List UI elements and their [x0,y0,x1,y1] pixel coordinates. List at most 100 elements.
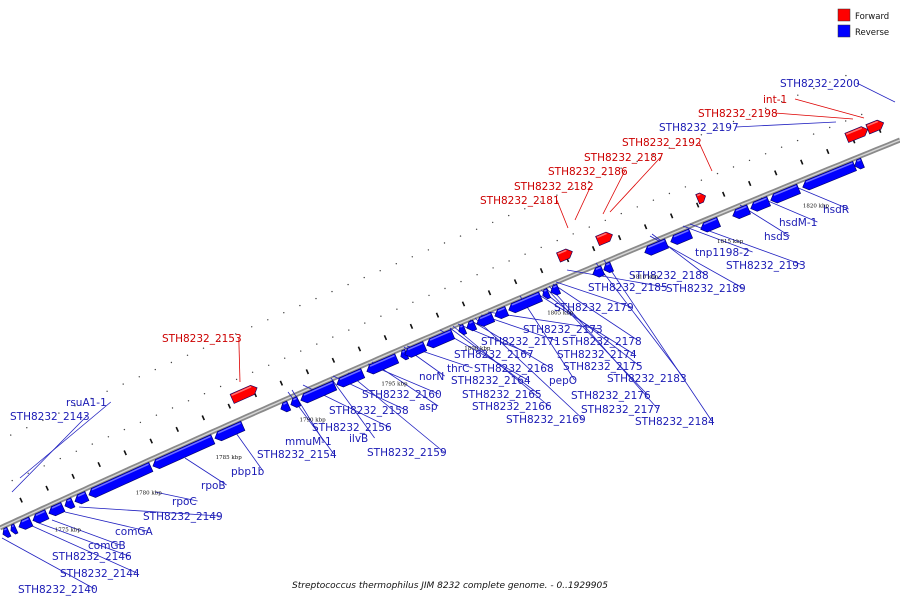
reverse-gene-32[interactable] [749,196,771,214]
reverse-gene-15[interactable] [365,353,400,376]
forward-gene-2[interactable] [556,247,574,263]
reverse-gene-13[interactable] [299,380,338,405]
reverse-gene-23[interactable] [507,291,544,315]
label-sth8232-2174[interactable]: STH8232_2174 [557,349,637,361]
label-sth8232-2193[interactable]: STH8232_2193 [726,260,806,272]
label-pepo[interactable]: pepO [549,375,577,387]
reverse-gene-11[interactable] [279,400,292,414]
guide-dot [460,280,462,283]
label-sth8232-2183[interactable]: STH8232_2183 [607,373,687,385]
label-int-1[interactable]: int-1 [763,94,787,106]
reverse-gene-5[interactable] [47,501,66,517]
label-rsua1-1[interactable]: rsuA1-1 [66,397,107,409]
label-ilvb[interactable]: ilvB [349,433,368,445]
label-sth8232-2176[interactable]: STH8232_2176 [571,390,651,402]
reverse-gene-6[interactable] [63,497,76,511]
label-sth8232-2146[interactable]: STH8232_2146 [52,551,132,563]
reverse-gene-9[interactable] [151,434,216,471]
reverse-gene-2[interactable] [9,523,19,535]
label-comga[interactable]: comGA [115,526,154,538]
label-sth8232-2165[interactable]: STH8232_2165 [462,389,542,401]
label-sth8232-2171[interactable]: STH8232_2171 [481,336,561,348]
label-norn[interactable]: norN [419,371,444,383]
label-sth8232-2168[interactable]: STH8232_2168 [474,363,554,375]
label-sth8232-2156[interactable]: STH8232_2156 [312,422,392,434]
label-sth8232-2166[interactable]: STH8232_2166 [472,401,552,413]
label-mmum-1[interactable]: mmuM-1 [285,436,332,448]
forward-gene-5[interactable] [844,125,870,143]
reverse-gene-35[interactable] [853,157,865,171]
label-sth8232-2181[interactable]: STH8232_2181 [480,195,560,207]
reverse-gene-4[interactable] [31,509,50,525]
reverse-gene-26[interactable] [591,265,606,279]
label-pbp1b[interactable]: pbp1b [231,466,265,478]
label-sth8232-2188[interactable]: STH8232_2188 [629,270,709,282]
reverse-gene-14[interactable] [335,368,366,390]
label-thrc[interactable]: thrC [447,363,469,375]
reverse-gene-21[interactable] [475,311,496,328]
reverse-gene-24[interactable] [541,288,552,300]
label-sth8232-2192[interactable]: STH8232_2192 [622,137,702,149]
label-sth8232-2140[interactable]: STH8232_2140 [18,584,98,596]
reverse-gene-29[interactable] [669,228,694,247]
reverse-gene-17[interactable] [403,341,428,360]
label-sth8232-2154[interactable]: STH8232_2154 [257,449,337,461]
label-rpoc[interactable]: rpoC [172,496,197,508]
label-sth8232-2153[interactable]: STH8232_2153 [162,333,242,345]
label-asp[interactable]: asp [419,401,438,413]
reverse-gene-33[interactable] [769,183,801,205]
label-tnp1198-2[interactable]: tnp1198-2 [695,247,750,259]
label-sth8232-2159[interactable]: STH8232_2159 [367,447,447,459]
reverse-gene-20[interactable] [465,319,478,333]
label-sth8232-2160[interactable]: STH8232_2160 [362,389,442,401]
label-hsdr[interactable]: hsdR [823,204,849,216]
label-sth8232-2197[interactable]: STH8232_2197 [659,122,739,134]
label-hsds[interactable]: hsdS [764,231,790,243]
reverse-gene-10[interactable] [213,420,246,443]
label-sth8232-2144[interactable]: STH8232_2144 [60,568,140,580]
reverse-gene-30[interactable] [699,216,722,234]
reverse-gene-7[interactable] [73,490,90,506]
reverse-gene-34[interactable] [801,160,857,191]
reverse-gene-1[interactable] [1,526,12,539]
label-sth8232-2186[interactable]: STH8232_2186 [548,166,628,178]
kbp-label-8: 1810 kbp [632,275,659,281]
label-sth8232-2169[interactable]: STH8232_2169 [506,414,586,426]
label-sth8232-2189[interactable]: STH8232_2189 [666,283,746,295]
label-comgb[interactable]: comGB [88,540,126,552]
reverse-gene-15-shape [366,353,400,375]
forward-gene-1[interactable] [229,383,259,404]
label-sth8232-2178[interactable]: STH8232_2178 [562,336,642,348]
reverse-gene-3[interactable] [17,516,34,532]
label-hsdm-1[interactable]: hsdM-1 [779,217,817,229]
label-sth8232-2198[interactable]: STH8232_2198 [698,108,778,120]
label-rpob[interactable]: rpoB [201,480,226,492]
label-sth8232-2149[interactable]: STH8232_2149 [143,511,223,523]
forward-gene-4[interactable] [695,191,708,205]
label-sth8232-2179[interactable]: STH8232_2179 [554,302,634,314]
reverse-gene-28[interactable] [643,238,670,257]
label-sth8232-2164[interactable]: STH8232_2164 [451,375,531,387]
reverse-gene-27[interactable] [602,261,615,275]
label-sth8232-2167[interactable]: STH8232_2167 [454,349,534,361]
label-sth8232-2177[interactable]: STH8232_2177 [581,404,661,416]
reverse-gene-18[interactable] [425,329,456,349]
label-sth8232-2173[interactable]: STH8232_2173 [523,324,603,336]
label-sth8232-2185[interactable]: STH8232_2185 [588,282,668,294]
forward-gene-6[interactable] [865,118,886,135]
reverse-gene-31[interactable] [731,204,751,221]
label-sth8232-2143[interactable]: STH8232_2143 [10,411,90,423]
reverse-gene-19[interactable] [457,323,468,336]
reverse-gene-12[interactable] [289,396,302,410]
reverse-gene-25[interactable] [549,283,562,297]
label-sth8232-2184[interactable]: STH8232_2184 [635,416,715,428]
leader-sth8232-2182 [574,185,592,221]
reverse-gene-8[interactable] [87,462,154,499]
forward-gene-3[interactable] [595,230,615,247]
label-sth8232-2175[interactable]: STH8232_2175 [563,361,643,373]
label-sth8232-2158[interactable]: STH8232_2158 [329,405,409,417]
label-sth8232-2187[interactable]: STH8232_2187 [584,152,664,164]
label-sth8232-2182[interactable]: STH8232_2182 [514,181,594,193]
label-sth8232-2200[interactable]: STH8232_2200 [780,78,860,90]
reverse-gene-22[interactable] [493,305,510,320]
